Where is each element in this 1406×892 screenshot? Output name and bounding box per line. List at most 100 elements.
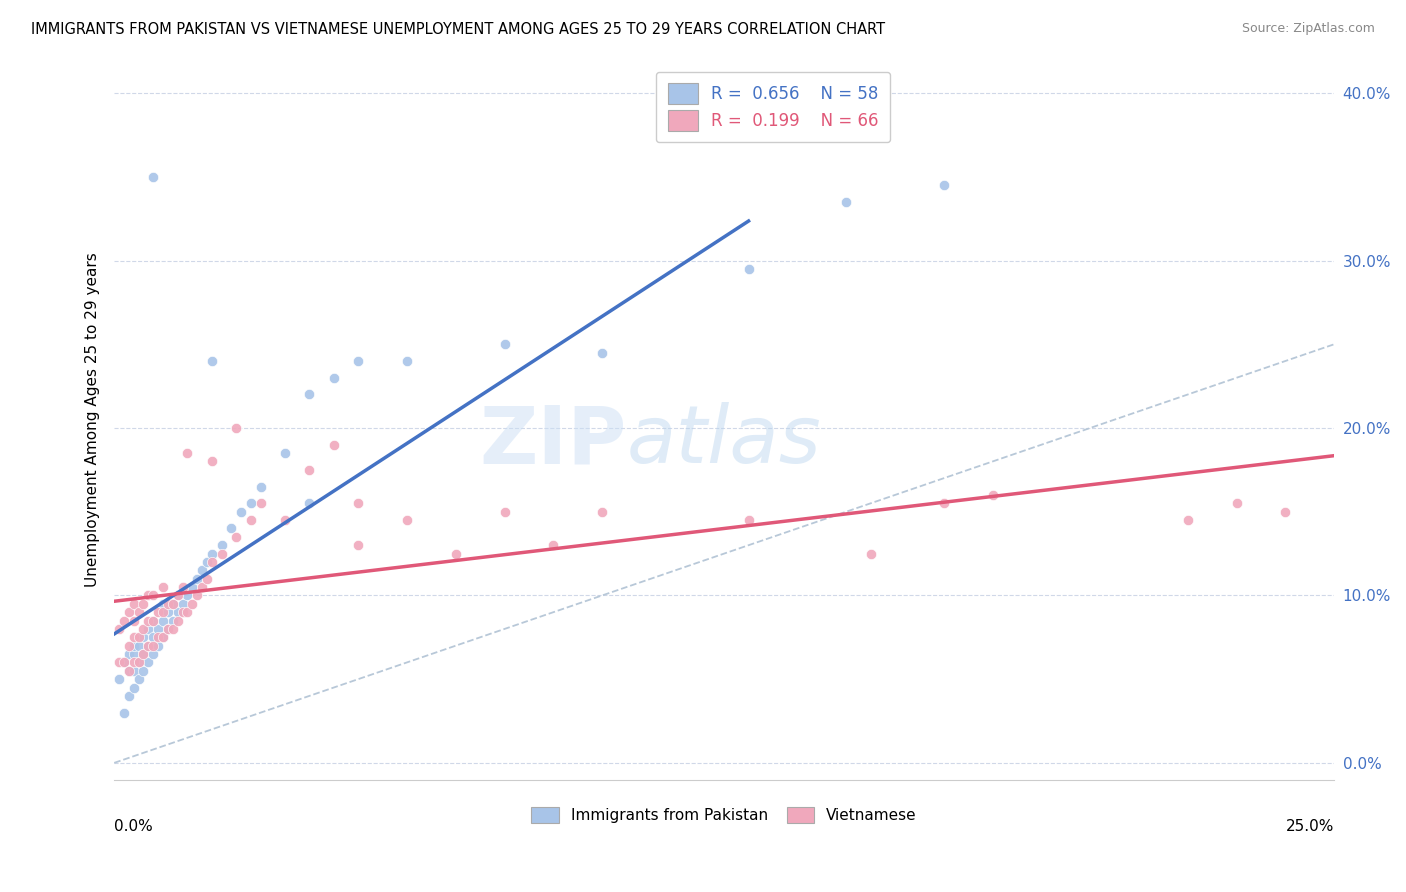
Point (142, 647, 165, 661)
Point (138, 656, 160, 670)
Point (128, 656, 150, 670)
Point (122, 639, 145, 653)
Y-axis label: Unemployment Among Ages 25 to 29 years: Unemployment Among Ages 25 to 29 years (86, 252, 100, 587)
Point (195, 572, 218, 586)
Point (932, 496, 955, 510)
Point (859, 547, 882, 561)
Point (138, 622, 160, 636)
Point (128, 656, 150, 670)
Point (112, 656, 135, 670)
Point (142, 614, 165, 628)
Point (395, 513, 418, 527)
Point (142, 630, 165, 644)
Point (239, 513, 262, 527)
Point (211, 538, 233, 552)
Point (118, 647, 141, 661)
Point (142, 589, 165, 603)
Point (138, 639, 160, 653)
Point (138, 614, 160, 628)
Legend: Immigrants from Pakistan, Vietnamese: Immigrants from Pakistan, Vietnamese (526, 801, 924, 830)
Point (146, 639, 169, 653)
Point (142, 614, 165, 628)
Point (146, 622, 169, 636)
Point (395, 354, 418, 368)
Point (172, 580, 194, 594)
Point (162, 622, 184, 636)
Point (186, 572, 208, 586)
Point (195, 555, 218, 569)
Point (112, 706, 135, 720)
Point (249, 480, 271, 494)
Point (162, 597, 184, 611)
Point (221, 521, 243, 535)
Point (932, 178, 955, 193)
Point (1225, 496, 1247, 510)
Point (172, 597, 194, 611)
Text: Source: ZipAtlas.com: Source: ZipAtlas.com (1241, 22, 1375, 36)
Point (166, 614, 188, 628)
Point (118, 605, 141, 619)
Point (128, 630, 150, 644)
Point (108, 672, 131, 686)
Text: IMMIGRANTS FROM PAKISTAN VS VIETNAMESE UNEMPLOYMENT AMONG AGES 25 TO 29 YEARS CO: IMMIGRANTS FROM PAKISTAN VS VIETNAMESE U… (31, 22, 884, 37)
Point (132, 597, 155, 611)
Point (298, 387, 321, 401)
Point (181, 597, 204, 611)
Point (1274, 505, 1296, 519)
Point (118, 639, 141, 653)
Point (166, 589, 188, 603)
Point (132, 647, 155, 661)
Point (229, 505, 252, 519)
Point (122, 656, 145, 670)
Point (132, 630, 155, 644)
Point (152, 614, 174, 628)
Text: ZIP: ZIP (479, 402, 627, 480)
Point (591, 345, 613, 359)
Point (737, 261, 759, 276)
Point (162, 597, 184, 611)
Point (112, 614, 135, 628)
Point (156, 605, 179, 619)
Point (122, 630, 145, 644)
Point (444, 547, 467, 561)
Point (201, 547, 224, 561)
Point (152, 605, 174, 619)
Point (128, 639, 150, 653)
Point (176, 589, 198, 603)
Point (152, 597, 174, 611)
Text: 25.0%: 25.0% (1286, 819, 1334, 834)
Point (108, 622, 131, 636)
Point (347, 496, 370, 510)
Text: atlas: atlas (627, 402, 821, 480)
Point (152, 630, 174, 644)
Point (981, 488, 1004, 502)
Point (118, 664, 141, 678)
Point (274, 513, 297, 527)
Point (172, 605, 194, 619)
Point (191, 563, 214, 577)
Point (146, 605, 169, 619)
Point (142, 169, 165, 184)
Point (737, 513, 759, 527)
Point (191, 580, 214, 594)
Point (156, 597, 179, 611)
Point (112, 656, 135, 670)
Point (494, 505, 516, 519)
Point (249, 496, 271, 510)
Point (152, 630, 174, 644)
Point (128, 605, 150, 619)
Point (176, 605, 198, 619)
Point (138, 589, 160, 603)
Point (138, 639, 160, 653)
Point (181, 580, 204, 594)
Point (225, 421, 247, 435)
Text: 0.0%: 0.0% (114, 819, 153, 834)
Point (1177, 513, 1199, 527)
Point (142, 639, 165, 653)
Point (591, 505, 613, 519)
Point (347, 538, 370, 552)
Point (835, 194, 858, 209)
Point (156, 622, 179, 636)
Point (118, 664, 141, 678)
Point (132, 622, 155, 636)
